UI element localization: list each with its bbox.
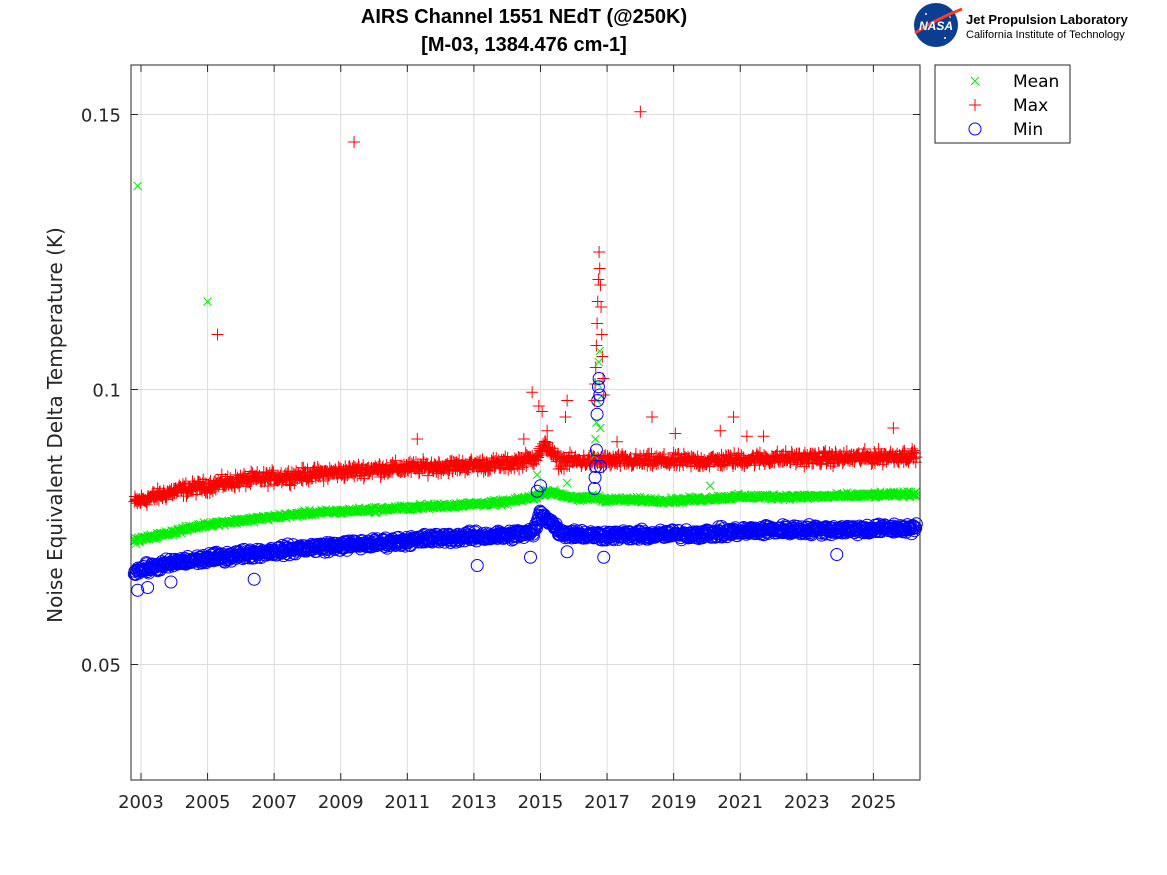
outlier-point-max xyxy=(669,427,682,440)
x-tick-label: 2017 xyxy=(584,792,630,813)
nasa-logo-text: NASA xyxy=(919,19,953,33)
outlier-point-max xyxy=(727,411,740,423)
data-point-max xyxy=(872,442,885,455)
x-tick-label: 2011 xyxy=(384,792,430,813)
data-point-max xyxy=(389,454,402,467)
outlier-point-max xyxy=(592,273,605,286)
outlier-point-max xyxy=(595,301,608,313)
data-point-max xyxy=(555,462,568,475)
x-tick-label: 2021 xyxy=(717,792,763,813)
outlier-point-max xyxy=(714,424,727,437)
data-point-max xyxy=(244,477,257,490)
data-point-mean xyxy=(187,523,197,532)
data-point-max xyxy=(266,464,279,477)
data-point-max xyxy=(898,444,911,457)
data-point-max xyxy=(421,469,434,482)
outlier-point-max xyxy=(561,394,574,407)
outlier-point-max xyxy=(740,430,753,443)
chart-subtitle: [M-03, 1384.476 cm-1] xyxy=(421,34,627,56)
grid xyxy=(131,65,920,780)
outlier-point-max xyxy=(541,424,554,437)
outlier-point-max xyxy=(887,422,900,434)
outlier-point-max xyxy=(559,411,572,423)
x-tick-label: 2005 xyxy=(185,792,231,813)
outlier-point-max xyxy=(634,105,647,118)
data-point-max xyxy=(908,444,921,457)
data-markers xyxy=(127,105,923,597)
outlier-point-max xyxy=(536,405,549,418)
outlier-point-max xyxy=(595,328,608,341)
outlier-point-max xyxy=(611,435,624,448)
y-tick-label: 0.1 xyxy=(92,381,121,402)
logo-org: Jet Propulsion Laboratory xyxy=(966,12,1129,27)
outlier-point-max xyxy=(411,433,424,445)
legend: Mean Max Min xyxy=(934,64,1071,144)
outlier-point-max xyxy=(593,262,606,275)
data-point-max xyxy=(206,485,219,498)
nasa-swoosh-icon xyxy=(914,7,963,35)
data-point-max xyxy=(546,442,559,455)
outlier-point-max xyxy=(590,339,603,352)
data-point-max xyxy=(483,464,496,477)
data-point-max xyxy=(283,478,296,491)
data-point-max xyxy=(176,478,189,491)
data-point-max xyxy=(288,477,301,490)
x-tick-label: 2007 xyxy=(251,792,297,813)
data-point-max xyxy=(520,459,533,472)
data-point-max xyxy=(221,470,234,483)
data-point-max xyxy=(229,468,242,481)
x-tick-label: 2025 xyxy=(850,792,896,813)
data-point-max xyxy=(779,445,792,458)
x-tick-label: 2009 xyxy=(318,792,364,813)
y-tick-label: 0.15 xyxy=(81,106,121,127)
data-point-max xyxy=(301,463,314,476)
outlier-point-max xyxy=(591,295,604,308)
x-tick-label: 2003 xyxy=(118,792,164,813)
outlier-point-max xyxy=(532,400,545,412)
data-point-max xyxy=(209,483,222,496)
data-point-max xyxy=(508,462,521,475)
data-point-max xyxy=(446,465,459,478)
outlier-point-max xyxy=(526,386,539,399)
legend-label-max: Max xyxy=(1013,96,1048,116)
x-tick-label: 2023 xyxy=(784,792,830,813)
outlier-point-max xyxy=(594,279,607,291)
x-tick-label: 2019 xyxy=(651,792,697,813)
data-point-max xyxy=(557,463,570,476)
data-point-max xyxy=(140,498,153,511)
data-point-max xyxy=(748,459,761,472)
legend-label-min: Min xyxy=(1013,120,1043,140)
x-tick-label: 2013 xyxy=(451,792,497,813)
series-max xyxy=(128,105,923,511)
outlier-point-max xyxy=(517,433,530,445)
plot-area xyxy=(131,65,920,780)
outlier-point-max xyxy=(348,136,361,148)
outlier-point-max xyxy=(757,430,770,443)
chart-title: AIRS Channel 1551 NEdT (@250K) xyxy=(361,6,687,28)
legend-label-mean: Mean xyxy=(1013,72,1059,92)
outlier-point-max xyxy=(596,350,609,363)
outlier-point-max xyxy=(646,411,659,423)
outlier-point-max xyxy=(593,246,606,258)
data-point-max xyxy=(261,479,274,492)
outlier-point-max xyxy=(589,361,602,374)
logo-institution: California Institute of Technology xyxy=(966,29,1125,41)
data-point-max xyxy=(858,442,871,455)
y-tick-label: 0.05 xyxy=(81,656,121,677)
outlier-point-max xyxy=(211,328,224,341)
x-tick-label: 2015 xyxy=(518,792,564,813)
data-point-max xyxy=(897,445,910,458)
data-point-max xyxy=(374,459,387,472)
outlier-point-max xyxy=(591,317,604,330)
data-point-max xyxy=(541,436,554,449)
data-point-max xyxy=(658,447,671,460)
y-axis-label: Noise Equivalent Delta Temperature (K) xyxy=(43,227,67,623)
series-mean xyxy=(129,181,921,548)
jpl-logo: NASA Jet Propulsion Laboratory Californi… xyxy=(914,3,1129,47)
data-point-max xyxy=(512,451,525,464)
